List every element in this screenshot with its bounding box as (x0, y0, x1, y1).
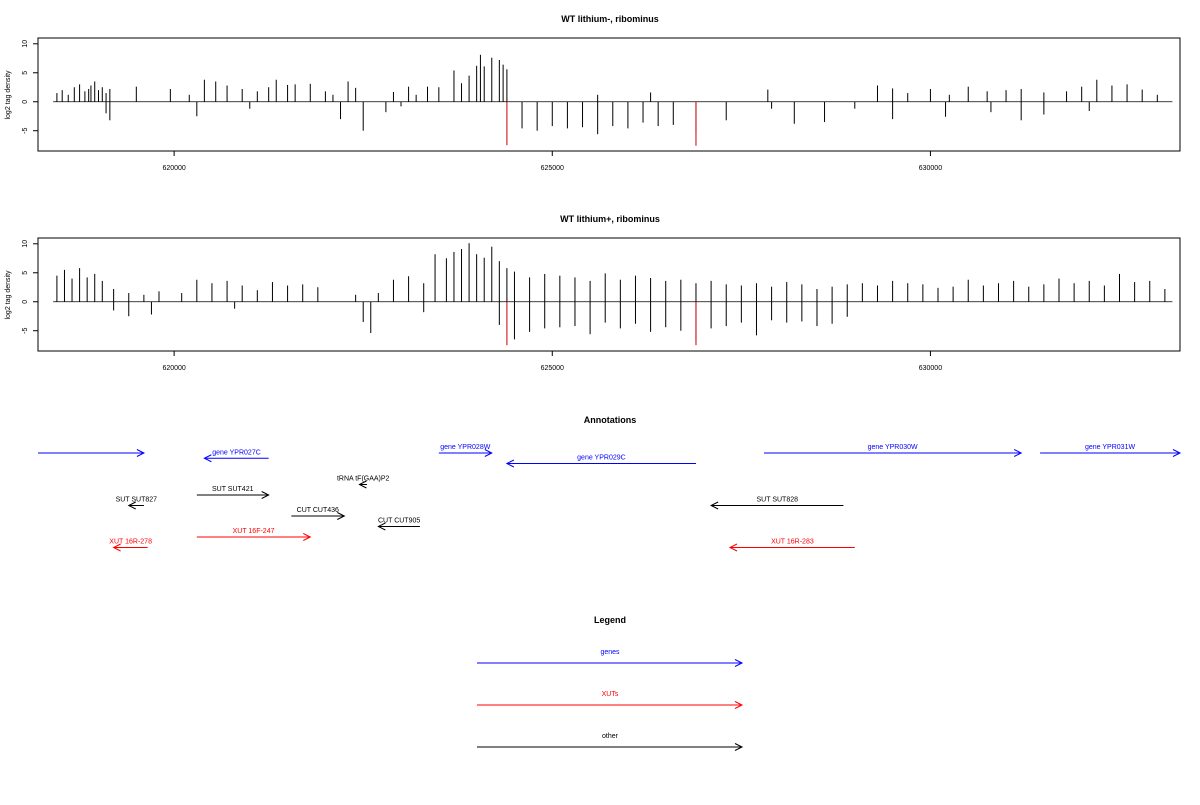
panel-2-ylabel: log2 tag density (5, 270, 12, 320)
annotation-feature: gene YPR027C (203, 449, 269, 463)
panel-1-ytick-label: 5 (22, 71, 29, 75)
annotation-arrowhead (709, 501, 719, 510)
panel-1: WT lithium-, ribominus log2 tag density … (5, 14, 1181, 172)
annotation-arrowhead (203, 454, 212, 463)
panel-1-title: WT lithium-, ribominus (561, 14, 659, 24)
annotation-arrowhead (127, 501, 136, 510)
annotation-label: SUT SUT828 (757, 497, 799, 504)
annotation-feature: gene YPR029C (505, 455, 696, 468)
panel-2-frame (37, 237, 1181, 352)
panel-2-title: WT lithium+, ribominus (560, 214, 660, 224)
legend-title: Legend (594, 615, 626, 625)
annotation-feature: gene YPR028W (438, 444, 493, 457)
legend-label: genes (600, 649, 620, 656)
annotation-label: gene YPR031W (1085, 444, 1135, 451)
annotation-label: gene YPR029C (577, 455, 626, 462)
annotation-feature: SUT SUT827 (116, 497, 158, 510)
annotation-label: gene YPR030W (868, 444, 918, 451)
annotation-label: XUT 16F-247 (233, 528, 275, 535)
panel-1-xtick-label: 620000 (162, 165, 185, 172)
annotation-feature: XUT 16R-283 (728, 539, 855, 552)
annotation-feature: CUT CUT905 (377, 518, 420, 531)
annotation-label: CUT CUT905 (378, 518, 420, 525)
legend-panel: Legend genes XUTs other (477, 615, 744, 751)
annotation-feature (38, 449, 145, 457)
legend-label: XUTs (602, 691, 619, 698)
panel-1-ytick-label: -5 (22, 128, 29, 134)
panel-2-x-axis: 620000 625000 630000 (162, 351, 942, 372)
panel-1-bars (53, 54, 1173, 146)
annotations-title: Annotations (584, 415, 637, 425)
annotation-features: gene YPR027C gene YPR028W gene YPR029C gene… (38, 444, 1182, 552)
panel-2-ytick-label: 10 (22, 240, 29, 248)
panel-1-frame (37, 37, 1181, 152)
annotation-label: XUT 16R-278 (109, 539, 152, 546)
panel-2: WT lithium+, ribominus log2 tag density … (5, 214, 1181, 372)
annotation-feature: CUT CUT436 (291, 507, 346, 520)
annotation-label: SUT SUT421 (212, 486, 254, 493)
panel-2-xtick-label: 630000 (919, 365, 942, 372)
legend-items: genes XUTs other (477, 649, 744, 751)
panel-2-ytick-label: -5 (22, 328, 29, 334)
annotation-arrowhead (505, 459, 515, 468)
annotation-arrowhead (112, 543, 121, 552)
legend-arrowhead (734, 659, 744, 667)
panel-1-ytick-label: 10 (22, 40, 29, 48)
annotation-label: tRNA tF(GAA)P2 (337, 476, 390, 483)
panel-2-xtick-label: 625000 (541, 365, 564, 372)
panel-2-y-axis: 10 5 0 -5 (22, 240, 38, 334)
panel-1-ytick-label: 0 (22, 100, 29, 104)
annotation-arrowhead (1013, 449, 1023, 457)
legend-item: genes (477, 649, 744, 667)
annotation-arrowhead (136, 449, 145, 457)
annotation-arrowhead (261, 491, 270, 499)
panel-2-ytick-label: 0 (22, 300, 29, 304)
annotation-arrowhead (728, 543, 738, 552)
annotation-arrowhead (337, 512, 346, 520)
panel-1-x-axis: 620000 625000 630000 (162, 151, 942, 172)
annotation-arrowhead (303, 533, 312, 541)
annotation-arrowhead (484, 449, 493, 457)
annotation-feature: gene YPR030W (764, 444, 1023, 457)
annotation-label: gene YPR027C (212, 449, 261, 456)
annotation-feature: XUT 16F-247 (196, 528, 312, 541)
panel-1-xtick-label: 625000 (541, 165, 564, 172)
annotation-label: gene YPR028W (440, 444, 490, 451)
legend-label: other (602, 733, 619, 740)
panel-1-y-axis: 10 5 0 -5 (22, 40, 38, 134)
annotation-feature: gene YPR031W (1040, 444, 1182, 457)
annotation-feature: XUT 16R-278 (109, 539, 152, 552)
legend-arrowhead (734, 743, 744, 751)
panel-2-xtick-label: 620000 (162, 365, 185, 372)
annotation-arrowhead (358, 480, 367, 489)
annotation-arrowhead (377, 522, 386, 531)
legend-arrowhead (734, 701, 744, 709)
legend-item: XUTs (477, 691, 744, 709)
annotation-label: CUT CUT436 (297, 507, 339, 514)
panel-2-bars (53, 243, 1173, 346)
annotation-feature: tRNA tF(GAA)P2 (337, 476, 390, 489)
annotation-feature: SUT SUT421 (196, 486, 270, 499)
annotation-label: SUT SUT827 (116, 497, 158, 504)
annotation-label: XUT 16R-283 (771, 539, 814, 546)
panel-2-ytick-label: 5 (22, 271, 29, 275)
annotation-arrowhead (1172, 449, 1182, 457)
legend-item: other (477, 733, 744, 751)
annotation-feature: SUT SUT828 (709, 497, 844, 510)
panel-1-ylabel: log2 tag density (5, 70, 12, 120)
panel-1-xtick-label: 630000 (919, 165, 942, 172)
